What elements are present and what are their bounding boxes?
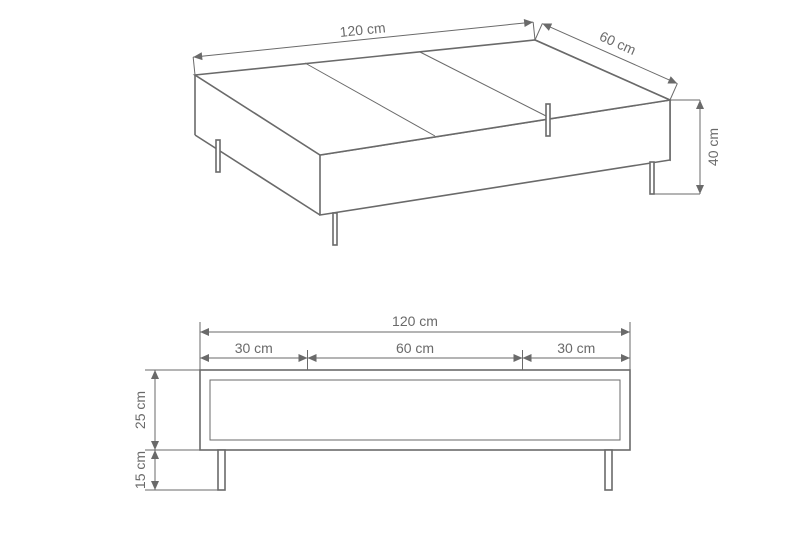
front-view: 120 cm 30 cm 60 cm 30 cm 25 cm 15 cm — [132, 313, 630, 490]
iso-height-label: 40 cm — [705, 128, 721, 166]
iso-depth-label: 60 cm — [597, 28, 638, 58]
front-body-height-label: 25 cm — [132, 391, 148, 429]
front-seg-mid-label: 60 cm — [396, 340, 434, 356]
front-seg-right-label: 30 cm — [557, 340, 595, 356]
front-leg-height-label: 15 cm — [132, 451, 148, 489]
front-seg-left-label: 30 cm — [235, 340, 273, 356]
front-total-width-label: 120 cm — [392, 313, 438, 329]
isometric-view: 120 cm 60 cm 40 cm — [193, 19, 721, 245]
iso-width-label: 120 cm — [339, 19, 386, 40]
